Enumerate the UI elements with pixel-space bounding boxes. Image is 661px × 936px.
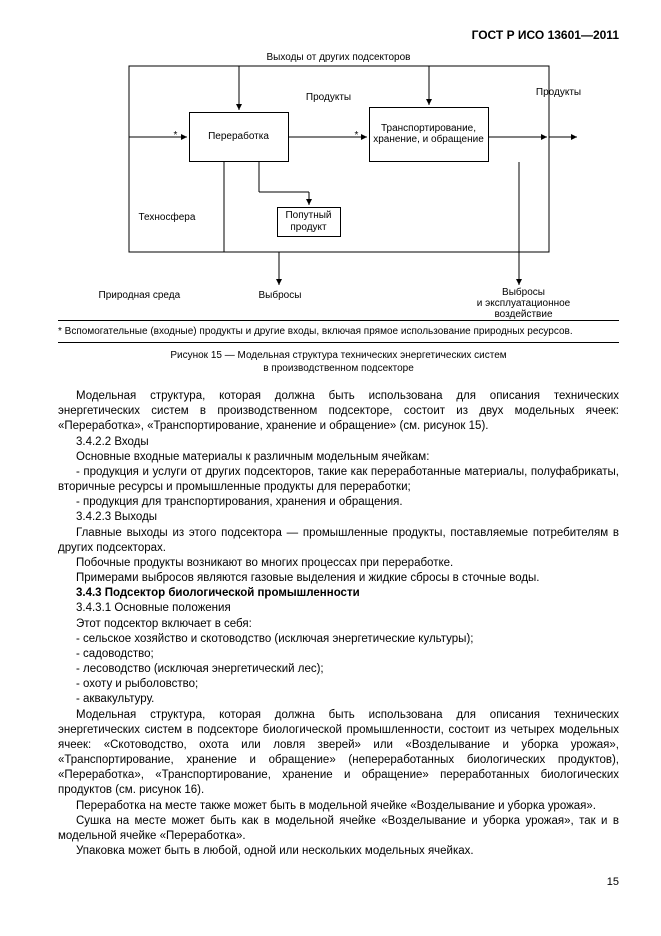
para2-9: Сушка на месте может быть как в модельно… [58,814,619,844]
star-left: * [174,130,178,141]
para2-10: Упаковка может быть в любой, одной или н… [58,844,619,859]
em-r-2: и эксплуатационное [477,298,571,309]
para-1: 3.4.2.2 Входы [58,435,619,450]
para-3: - продукция и услуги от других подсектор… [58,465,619,495]
caption-l2: в производственном подсекторе [263,363,414,374]
box-processing: Переработка [189,112,289,162]
para2-2: - сельское хозяйство и скотоводство (иск… [58,632,619,647]
para2-1: Этот подсектор включает в себя: [58,617,619,632]
em-r-3: воздействие [494,309,552,320]
label-emissions-right: Выбросы и эксплуатационное воздействие [469,287,579,320]
para-7: Побочные продукты возникают во многих пр… [58,556,619,571]
label-emissions-left: Выбросы [259,290,302,301]
label-technosphere: Техносфера [139,212,196,223]
box-byproduct: Попутный продукт [277,207,341,237]
para-4: - продукция для транспортирования, хране… [58,495,619,510]
label-environment: Природная среда [99,290,181,301]
para2-5: - охоту и рыболовство; [58,677,619,692]
label-products-right: Продукты [529,87,589,98]
doc-header: ГОСТ Р ИСО 13601—2011 [58,28,619,44]
box-transport: Транспортирование, хранение, и обращение [369,107,489,162]
para2-8: Переработка на месте также может быть в … [58,799,619,814]
diagram-arrows [99,52,579,312]
byproduct-l1: Попутный [285,210,331,221]
em-r-1: Выбросы [502,287,545,298]
star-mid: * [355,130,359,141]
page-number: 15 [58,875,619,890]
caption-l1: Рисунок 15 — Модельная структура техниче… [170,350,506,361]
para-0: Модельная структура, которая должна быть… [58,389,619,435]
footnote: * Вспомогательные (входные) продукты и д… [58,320,619,343]
para2-6: - аквакультуру. [58,692,619,707]
figure-caption: Рисунок 15 — Модельная структура техниче… [58,349,619,375]
para2-7: Модельная структура, которая должна быть… [58,708,619,799]
para-8: Примерами выбросов являются газовые выде… [58,571,619,586]
para2-4: - лесоводство (исключая энергетический л… [58,662,619,677]
para-5: 3.4.2.3 Выходы [58,510,619,525]
para2-0: 3.4.3.1 Основные положения [58,601,619,616]
para-6: Главные выходы из этого подсектора — про… [58,526,619,556]
figure-diagram: Выходы от других подсекторов Продукты Пр… [99,52,579,312]
para-2: Основные входные материалы к различным м… [58,450,619,465]
byproduct-l2: продукт [290,222,326,233]
para2-3: - садоводство; [58,647,619,662]
label-products: Продукты [299,92,359,103]
heading-343: 3.4.3 Подсектор биологической промышленн… [58,586,619,601]
body-text: Модельная структура, которая должна быть… [58,389,619,859]
label-outputs-other: Выходы от других подсекторов [259,52,419,63]
